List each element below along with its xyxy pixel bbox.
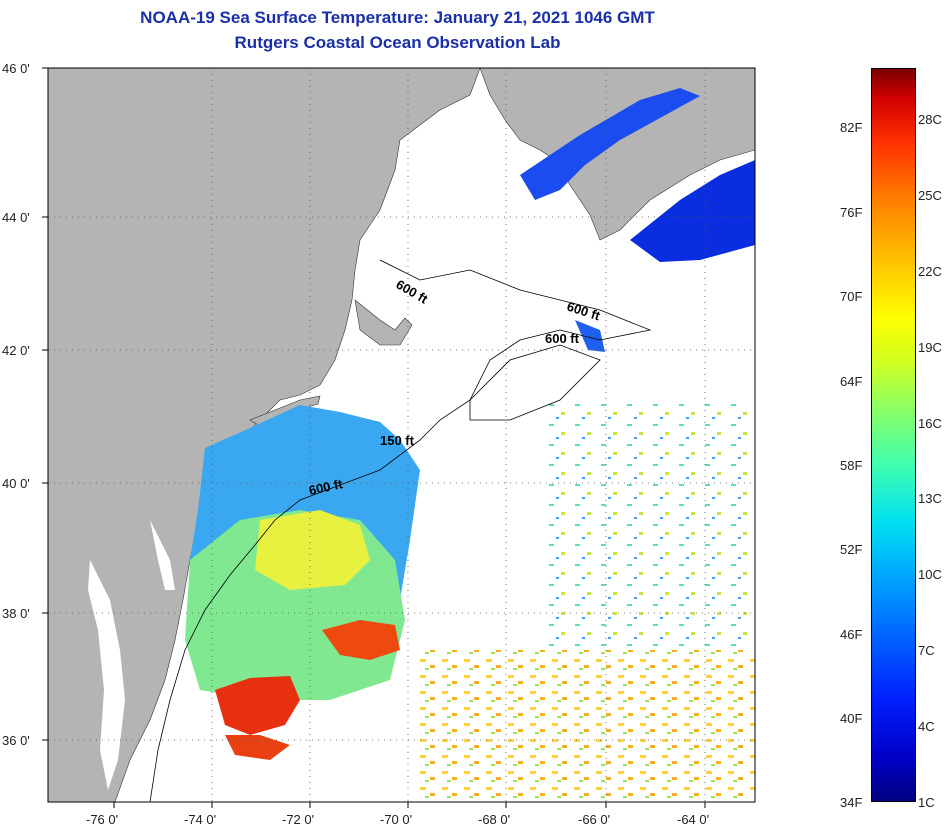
land-cape-cod xyxy=(354,299,413,346)
sst-warm-eddy-2 xyxy=(322,620,400,660)
colorbar-f-label: 34F xyxy=(840,795,863,810)
colorbar-c-label: 16C xyxy=(918,416,942,431)
colorbar-f-label: 70F xyxy=(840,289,863,304)
lat-label: 44 0' xyxy=(2,210,30,225)
colorbar-c-label: 10C xyxy=(918,567,942,582)
contour-georges xyxy=(469,344,601,421)
land-us-coast xyxy=(48,68,481,802)
colorbar-f-label: 58F xyxy=(840,458,863,473)
cold-water-patch xyxy=(575,320,605,352)
sst-speckle-east xyxy=(540,400,755,650)
colorbar-f-label: 76F xyxy=(840,205,863,220)
colorbar-c-label: 19C xyxy=(918,340,942,355)
sst-speckle-south xyxy=(420,650,755,802)
graticule xyxy=(48,68,755,802)
colorbar-f-label: 52F xyxy=(840,542,863,557)
temperature-colorbar xyxy=(871,68,916,802)
cold-water-bay-of-fundy xyxy=(520,88,700,200)
colorbar-c-label: 25C xyxy=(918,188,942,203)
lon-label: -76 0' xyxy=(86,812,119,827)
lat-label: 36 0' xyxy=(2,733,30,748)
colorbar-f-label: 64F xyxy=(840,374,863,389)
sst-yellow-patch xyxy=(255,510,370,590)
lon-label: -66 0' xyxy=(578,812,611,827)
plot-frame xyxy=(47,67,756,803)
lon-label: -68 0' xyxy=(478,812,511,827)
lon-label: -64 0' xyxy=(677,812,710,827)
colorbar-f-label: 40F xyxy=(840,711,863,726)
lon-label: -74 0' xyxy=(184,812,217,827)
lon-label: -70 0' xyxy=(380,812,413,827)
map-title: NOAA-19 Sea Surface Temperature: January… xyxy=(140,8,655,27)
contour-label-d: 150 ft xyxy=(380,433,415,448)
sst-warm-eddy-1 xyxy=(215,676,300,735)
colorbar-c-label: 4C xyxy=(918,719,935,734)
lat-label: 40 0' xyxy=(2,476,30,491)
colorbar-c-label: 22C xyxy=(918,264,942,279)
colorbar-c-label: 13C xyxy=(918,491,942,506)
contour-label-e: 600 ft xyxy=(308,476,345,498)
delaware-bay xyxy=(150,520,175,590)
lat-label: 46 0' xyxy=(2,61,30,76)
contour-label-c: 600 ft xyxy=(545,331,580,346)
contour-shelf-break xyxy=(149,439,421,802)
lat-label: 42 0' xyxy=(2,343,30,358)
colorbar-f-label: 82F xyxy=(840,120,863,135)
colorbar-c-label: 7C xyxy=(918,643,935,658)
cold-water-scotian-shelf xyxy=(630,160,755,262)
colorbar-c-label: 1C xyxy=(918,795,935,810)
contour-600ft-gulf-maine xyxy=(379,259,652,441)
chesapeake-bay xyxy=(88,560,125,790)
sst-warm-eddy-3 xyxy=(225,735,290,760)
map-subtitle: Rutgers Coastal Ocean Observation Lab xyxy=(234,33,561,52)
colorbar-f-label: 46F xyxy=(840,627,863,642)
land-canada xyxy=(479,68,755,241)
colorbar-c-label: 28C xyxy=(918,112,942,127)
lon-label: -72 0' xyxy=(282,812,315,827)
lat-label: 38 0' xyxy=(2,606,30,621)
axis-ticks xyxy=(42,67,706,808)
